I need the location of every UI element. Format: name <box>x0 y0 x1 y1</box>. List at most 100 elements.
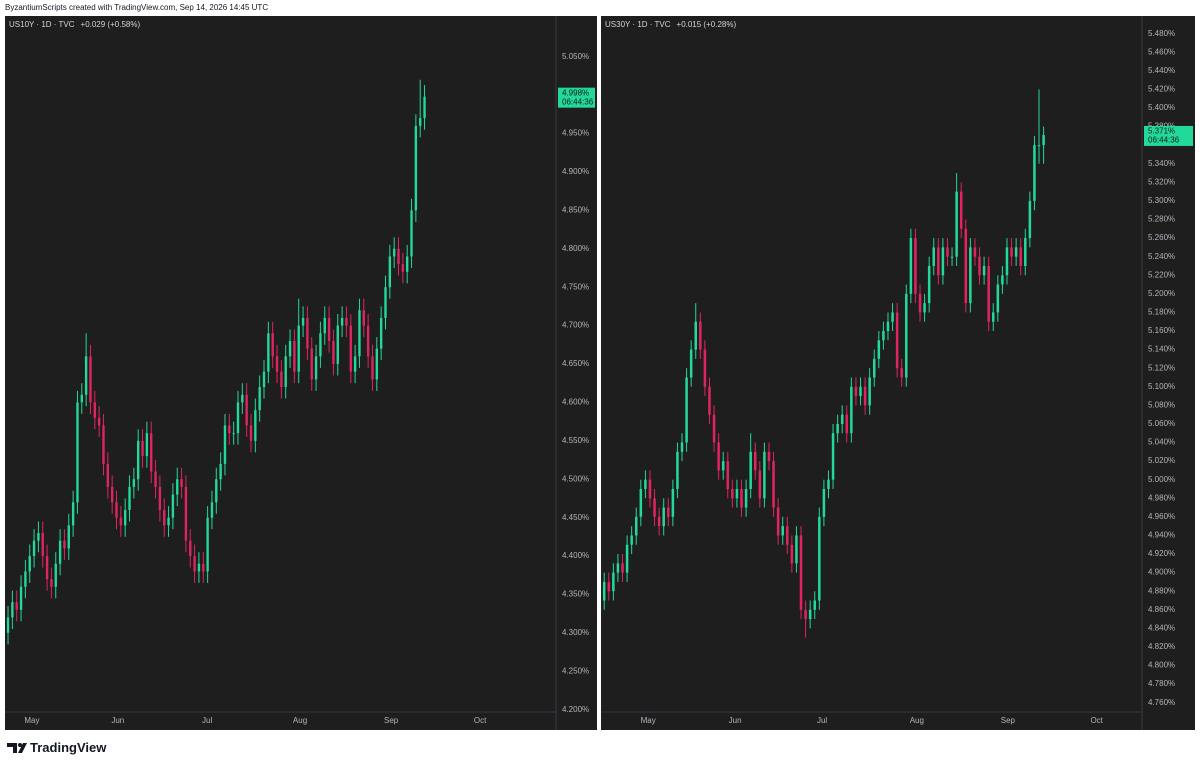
candle-body <box>744 488 748 508</box>
candle-body <box>708 386 711 415</box>
candle-body <box>275 356 279 372</box>
candle-body <box>288 340 292 357</box>
candle-body <box>886 321 890 332</box>
candle-body <box>813 600 817 610</box>
x-tick-label: Jun <box>729 716 742 725</box>
candle-body <box>625 544 629 573</box>
candle-body <box>657 516 661 527</box>
candle-body <box>327 317 331 341</box>
candle-body <box>366 325 370 357</box>
candle-body <box>895 312 899 369</box>
y-tick-label: 5.000% <box>1148 475 1175 484</box>
candle-body <box>914 238 917 294</box>
candle-body <box>379 317 383 349</box>
y-tick-label: 5.100% <box>1148 382 1175 391</box>
candle-body <box>193 556 196 572</box>
y-tick-label: 4.960% <box>1148 512 1175 521</box>
y-tick-label: 4.800% <box>1148 661 1175 670</box>
candle-body <box>110 486 114 503</box>
candle-body <box>280 371 283 388</box>
y-tick-label: 4.200% <box>562 705 589 714</box>
legend-change: +0.015 (+0.28%) <box>677 20 737 29</box>
y-tick-label: 5.400% <box>1148 103 1175 112</box>
candle-body <box>776 507 780 536</box>
candle-body <box>703 349 707 387</box>
x-tick-label: Oct <box>1090 716 1103 725</box>
y-tick-label: 5.260% <box>1148 233 1175 242</box>
candle-body <box>712 414 716 443</box>
candle-body <box>717 442 720 471</box>
y-tick-label: 5.320% <box>1148 177 1175 186</box>
y-tick-label: 5.050% <box>562 52 589 61</box>
y-tick-label: 4.650% <box>562 359 589 368</box>
candle-body <box>45 556 49 580</box>
candle-body <box>694 321 698 350</box>
candle-body <box>781 526 784 536</box>
candle-body <box>662 507 665 527</box>
candle-body <box>141 440 144 457</box>
logo-dot <box>18 743 22 747</box>
candle-body <box>210 502 214 518</box>
logo-icon <box>7 743 27 753</box>
y-tick-label: 4.300% <box>562 628 589 637</box>
candle-body <box>639 488 643 517</box>
candle-body <box>123 509 127 526</box>
candle-body <box>1037 145 1041 147</box>
candle-body <box>241 394 244 403</box>
candle-body <box>197 563 201 572</box>
candle-body <box>795 535 798 564</box>
y-tick-label: 4.600% <box>562 398 589 407</box>
y-tick-label: 5.160% <box>1148 326 1175 335</box>
candle-body <box>284 356 287 388</box>
legend-symbol: US30Y · 1D · TVC <box>605 20 671 29</box>
y-tick-label: 5.120% <box>1148 363 1175 372</box>
candle-body <box>158 486 162 510</box>
candle-body <box>353 356 357 372</box>
candle-body <box>676 451 679 489</box>
candle-body <box>71 502 75 526</box>
candle-body <box>602 581 606 601</box>
candle-body <box>918 293 922 313</box>
candle-body <box>868 377 871 406</box>
y-tick-label: 4.940% <box>1148 531 1175 540</box>
candle-body <box>145 433 149 457</box>
y-tick-label: 5.280% <box>1148 215 1175 224</box>
countdown: 06:44:36 <box>1148 136 1180 145</box>
countdown: 06:44:36 <box>562 97 594 106</box>
candle-body <box>37 533 40 541</box>
x-tick-label: May <box>641 716 656 725</box>
candle-body <box>1033 145 1036 201</box>
candle-body <box>89 356 92 403</box>
candle-body <box>319 333 322 357</box>
candle-body <box>132 479 136 487</box>
candle-body <box>245 394 248 426</box>
legend-change: +0.029 (+0.58%) <box>81 20 141 29</box>
y-tick-label: 5.220% <box>1148 270 1175 279</box>
candle-body <box>882 331 885 341</box>
y-tick-label: 5.240% <box>1148 252 1175 261</box>
candle-body <box>927 265 931 304</box>
y-tick-label: 5.060% <box>1148 419 1175 428</box>
candle-body <box>859 386 862 397</box>
y-tick-label: 5.340% <box>1148 159 1175 168</box>
y-tick-label: 4.780% <box>1148 679 1175 688</box>
x-tick-label: Oct <box>474 716 487 725</box>
candle-body <box>831 433 835 480</box>
candle-body <box>128 486 131 510</box>
candle-body <box>24 571 27 587</box>
candle-body <box>206 517 209 572</box>
candle-body <box>102 425 105 464</box>
candle-body <box>254 410 257 441</box>
candle-body <box>969 247 972 304</box>
candle-body <box>891 312 894 322</box>
candle-body <box>345 317 348 326</box>
candle-body <box>215 479 218 503</box>
candle-body <box>54 563 57 587</box>
last-price-label: 4.998% <box>562 88 589 97</box>
legend-symbol: US10Y · 1D · TVC <box>9 20 75 29</box>
candle-body <box>863 386 867 406</box>
candle-body <box>950 256 954 258</box>
candle-body <box>6 617 10 633</box>
candle-body <box>219 463 222 480</box>
candle-body <box>301 317 305 326</box>
